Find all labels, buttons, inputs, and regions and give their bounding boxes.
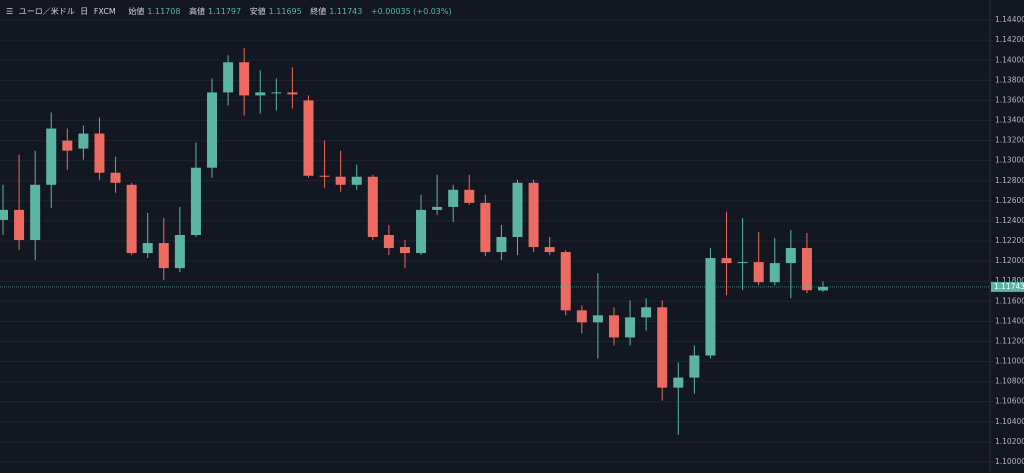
y-tick-label: 1.13000 (995, 156, 1024, 165)
y-tick-label: 1.12400 (995, 216, 1024, 225)
ohlc-value: 1.11743 (329, 7, 363, 16)
candle-body (625, 317, 636, 338)
y-tick-label: 1.13800 (995, 75, 1024, 84)
candle-body (753, 262, 764, 283)
candle-body (158, 243, 169, 269)
y-tick-label: 1.10200 (995, 437, 1024, 446)
candle-body (721, 258, 732, 264)
candle-body (641, 307, 652, 318)
candle-body (383, 234, 394, 249)
candle-body (207, 92, 218, 168)
y-tick-label: 1.10000 (995, 457, 1024, 466)
candle-body (399, 247, 410, 254)
candle-body (142, 243, 153, 254)
y-tick-label: 1.10400 (995, 417, 1024, 426)
y-tick-label: 1.13400 (995, 116, 1024, 125)
ohlc-label: 終値 (310, 7, 327, 16)
y-tick-label: 1.11800 (995, 276, 1024, 285)
candle-body (351, 176, 362, 185)
candle-body (785, 248, 796, 264)
chart-header: ☰ ユーロ／米ドル 日 FXCM 始値 1.11708 高値 1.11797 安値 1… (6, 6, 458, 17)
menu-icon[interactable]: ☰ (6, 7, 14, 16)
candle-body (190, 167, 201, 235)
y-tick-label: 1.11400 (995, 316, 1024, 325)
candle-body (46, 128, 57, 185)
candle-body (737, 262, 748, 264)
interval[interactable]: 日 (80, 7, 89, 16)
change: +0.00035 (+0.03%) (370, 7, 452, 16)
y-tick-label: 1.12000 (995, 256, 1024, 265)
candle-body (14, 209, 25, 241)
candle-body (335, 176, 346, 185)
candle-body (528, 182, 539, 248)
candle-body (0, 209, 8, 220)
candle-body (560, 252, 571, 311)
ohlc-label: 高値 (189, 7, 205, 16)
candle-body (448, 189, 459, 207)
candle-body (769, 263, 780, 283)
candle-body (576, 310, 587, 323)
candle-body (592, 315, 603, 323)
candle-body (544, 247, 555, 253)
candle-body (319, 175, 330, 177)
candle-body (416, 209, 427, 254)
y-tick-label: 1.10600 (995, 397, 1024, 406)
candle-body (223, 62, 234, 93)
candle-body (496, 237, 507, 253)
y-tick-label: 1.11600 (995, 296, 1024, 305)
candle-body (94, 133, 105, 173)
candle-body (818, 286, 828, 291)
candle-body (239, 62, 250, 96)
candle-body (287, 92, 298, 95)
y-tick-label: 1.12200 (995, 236, 1024, 245)
last-price-box (991, 281, 1024, 292)
y-tick-label: 1.13600 (995, 95, 1024, 104)
candle-body (62, 140, 73, 151)
candle-body (673, 377, 684, 388)
y-tick-label: 1.14200 (995, 35, 1024, 44)
candle-body (110, 172, 121, 183)
y-tick-label: 1.12600 (995, 196, 1024, 205)
candle-body (126, 184, 137, 254)
ohlc-value: 1.11797 (208, 7, 242, 16)
candle-body (255, 92, 266, 96)
source[interactable]: FXCM (93, 7, 116, 16)
ohlc-value: 1.11695 (268, 7, 302, 16)
candle-body (480, 202, 491, 253)
symbol-title[interactable]: ユーロ／米ドル (18, 7, 75, 16)
candle-body (464, 189, 475, 203)
candle-body (303, 100, 314, 176)
candle-body (608, 315, 619, 338)
ohlc-value: 1.11708 (147, 7, 181, 16)
y-tick-label: 1.11200 (995, 336, 1024, 345)
y-tick-label: 1.14000 (995, 55, 1024, 64)
candle-body (271, 92, 282, 94)
candle-body (657, 307, 668, 388)
candle-body (512, 182, 523, 238)
candle-body (367, 176, 378, 238)
candle-body (174, 234, 185, 269)
y-tick-label: 1.11000 (995, 357, 1024, 366)
y-tick-label: 1.10800 (995, 377, 1024, 386)
candle-body (689, 355, 700, 378)
y-tick-label: 1.13200 (995, 136, 1024, 145)
ohlc-label: 安値 (249, 7, 266, 16)
y-tick-label: 1.12800 (995, 176, 1024, 185)
y-tick-label: 1.14400 (995, 15, 1024, 24)
candle-body (78, 133, 89, 149)
candle-body (705, 258, 716, 356)
ohlc-label: 始値 (128, 7, 145, 16)
candle-body (432, 206, 443, 210)
candle-body (801, 248, 812, 291)
candle-body (30, 184, 41, 241)
last-price-label: 1.11743 (994, 282, 1024, 291)
